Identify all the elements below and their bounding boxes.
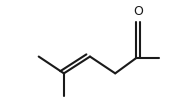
Text: O: O (133, 5, 143, 18)
